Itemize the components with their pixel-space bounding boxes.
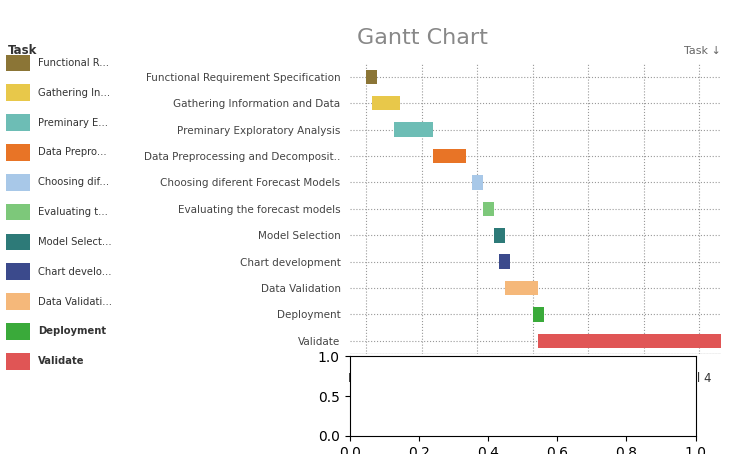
Bar — [394, 122, 433, 137]
Text: Data Prepro...: Data Prepro... — [38, 148, 106, 158]
Text: May 25: May 25 — [456, 372, 499, 385]
Bar — [538, 334, 736, 348]
Text: May 15: May 15 — [400, 372, 443, 385]
Text: Preminary E...: Preminary E... — [38, 118, 107, 128]
FancyBboxPatch shape — [6, 293, 30, 310]
Text: Jul 4: Jul 4 — [687, 372, 712, 385]
FancyBboxPatch shape — [6, 323, 30, 340]
Text: May 5: May 5 — [348, 372, 384, 385]
Text: Gathering In...: Gathering In... — [38, 88, 110, 98]
Bar — [494, 228, 505, 242]
FancyBboxPatch shape — [6, 263, 30, 280]
Text: Gantt Chart: Gantt Chart — [357, 28, 488, 48]
Text: Jun 14: Jun 14 — [570, 372, 606, 385]
Text: Jun 4: Jun 4 — [518, 372, 548, 385]
Text: Choosing dif...: Choosing dif... — [38, 177, 109, 188]
Text: Validate: Validate — [38, 356, 84, 366]
FancyBboxPatch shape — [6, 174, 30, 191]
FancyBboxPatch shape — [6, 84, 30, 101]
Bar — [483, 202, 494, 216]
Bar — [472, 175, 483, 190]
Bar — [505, 281, 538, 296]
Text: Data Validati...: Data Validati... — [38, 296, 112, 306]
Text: Deployment: Deployment — [38, 326, 106, 336]
Text: Start Day [1900]: Start Day [1900] — [477, 415, 594, 428]
Bar — [433, 149, 466, 163]
Text: Task ↓: Task ↓ — [684, 46, 721, 56]
FancyBboxPatch shape — [6, 233, 30, 250]
Text: Task: Task — [7, 44, 37, 57]
Text: Chart develo...: Chart develo... — [38, 266, 111, 277]
FancyBboxPatch shape — [6, 114, 30, 131]
FancyBboxPatch shape — [6, 54, 30, 71]
FancyBboxPatch shape — [6, 204, 30, 221]
Bar — [372, 96, 400, 110]
Text: Model Select...: Model Select... — [38, 237, 111, 247]
Bar — [500, 254, 511, 269]
Text: Jun 24: Jun 24 — [625, 372, 662, 385]
FancyBboxPatch shape — [6, 144, 30, 161]
Text: Functional R...: Functional R... — [38, 58, 109, 68]
Bar — [533, 307, 544, 322]
Bar — [367, 69, 378, 84]
Text: Evaluating t...: Evaluating t... — [38, 207, 107, 217]
FancyBboxPatch shape — [6, 353, 30, 370]
